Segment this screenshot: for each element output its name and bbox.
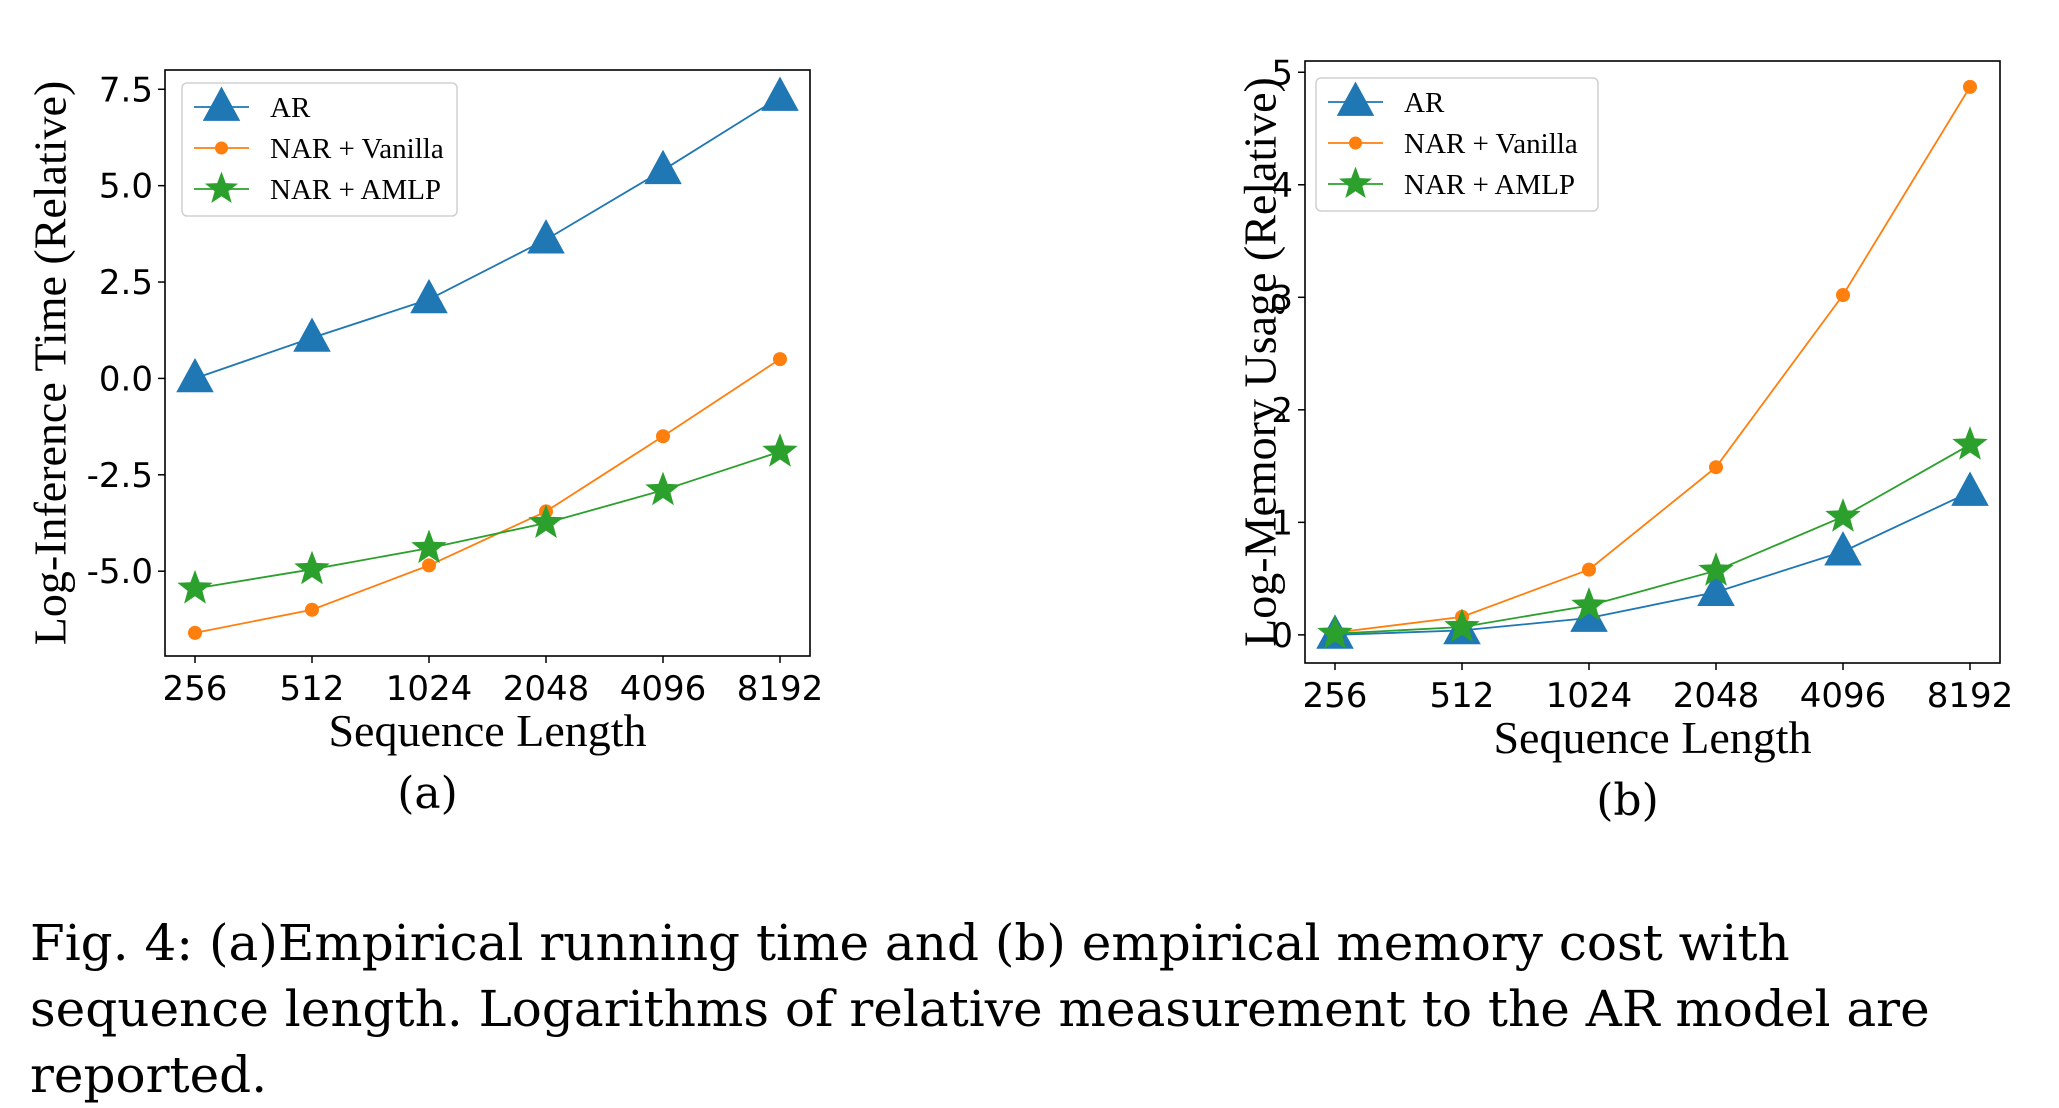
legend-box <box>1315 77 1599 212</box>
data-point-nar-amlp <box>411 529 447 564</box>
x-tick-label: 2048 <box>1673 676 1760 716</box>
x-tick-label: 8192 <box>1927 676 2014 716</box>
legend-box <box>181 82 458 217</box>
plot-frame <box>1304 60 2001 664</box>
data-point-nar-vanilla <box>655 429 671 444</box>
x-tick-label: 1024 <box>386 669 473 709</box>
figure-caption: Fig. 4: (a)Empirical running time and (b… <box>30 914 1930 1104</box>
x-tick-label: 512 <box>1430 676 1495 716</box>
data-point-ar <box>293 317 331 352</box>
subfigure-label: (a) <box>397 768 458 819</box>
series-nar-amlp <box>1317 426 1988 649</box>
y-tick-label: 5 <box>1271 53 1293 93</box>
x-tick-label: 256 <box>163 669 228 709</box>
data-point-ar <box>644 149 682 185</box>
subfigure-label: (b) <box>1596 775 1659 826</box>
series-line-ar <box>194 96 781 380</box>
x-tick-label: 512 <box>280 669 345 709</box>
y-tick-label: 4 <box>1271 166 1293 206</box>
data-point-nar-vanilla <box>1835 288 1851 303</box>
legend-label: AR <box>270 92 311 124</box>
data-point-nar-vanilla <box>304 602 320 617</box>
data-point-nar-vanilla <box>421 558 437 573</box>
y-tick-label: 0.0 <box>99 359 153 399</box>
data-point-nar-amlp <box>762 433 798 467</box>
legend-marker-nar-vanilla <box>215 141 228 155</box>
legend-label: AR <box>1404 87 1445 119</box>
data-point-nar-amlp <box>177 569 213 604</box>
x-tick-label: 4096 <box>620 669 707 709</box>
x-tick-label: 2048 <box>503 669 590 709</box>
data-point-nar-amlp <box>1825 498 1861 532</box>
series-line-ar <box>1334 491 1971 636</box>
x-tick-label: 4096 <box>1800 676 1887 716</box>
legend-marker-nar-vanilla <box>1349 136 1362 150</box>
x-axis-label: Sequence Length <box>328 705 646 756</box>
chart-a: 256 512 1024 2048 4096 8192 -5.0 -2.5 0.0 2.5 5.0 7… <box>25 69 824 819</box>
y-tick-label: 2.5 <box>99 263 153 303</box>
legend-label: NAR + AMLP <box>1404 169 1575 201</box>
plot-frame <box>164 69 811 657</box>
data-point-nar-amlp <box>1952 426 1988 460</box>
y-tick-label: -2.5 <box>87 456 153 496</box>
data-point-nar-vanilla <box>187 625 203 640</box>
data-point-ar <box>1570 597 1608 632</box>
legend: AR NAR + Vanilla NAR + AMLP <box>181 82 458 217</box>
x-tick-label: 8192 <box>737 669 824 709</box>
series-nar-amlp <box>177 433 798 604</box>
series-line-nar-amlp <box>194 450 781 590</box>
legend-label: NAR + AMLP <box>270 174 441 206</box>
x-tick-label: 1024 <box>1546 676 1633 716</box>
legend-marker-ar <box>202 86 241 121</box>
y-tick-label: -5.0 <box>87 552 153 592</box>
data-point-ar <box>1951 471 1989 506</box>
y-tick-label: 1 <box>1271 503 1293 543</box>
data-point-ar <box>176 357 214 393</box>
data-point-nar-amlp <box>645 471 681 506</box>
data-point-ar <box>1697 571 1735 606</box>
legend-marker-ar <box>1336 81 1375 116</box>
series-line-nar-vanilla <box>1334 86 1971 634</box>
y-axis-label: Log-Inference Time (Relative) <box>25 81 76 646</box>
legend-marker-nar-amlp <box>205 171 238 203</box>
y-tick-label: 3 <box>1271 278 1293 318</box>
data-point-nar-amlp <box>528 504 564 538</box>
y-axis-label: Log-Memory Usage (Relative) <box>1235 77 1286 647</box>
data-point-ar <box>527 219 565 254</box>
data-point-nar-amlp <box>1571 587 1607 621</box>
data-point-nar-vanilla <box>1962 79 1978 94</box>
series-nar-vanilla <box>187 352 788 640</box>
data-point-nar-vanilla <box>1581 562 1597 577</box>
data-point-ar <box>1824 531 1862 566</box>
series-ar <box>176 76 799 393</box>
legend-label: NAR + Vanilla <box>1404 128 1578 160</box>
data-point-nar-amlp <box>294 550 330 585</box>
x-tick-label: 256 <box>1303 676 1368 716</box>
data-point-nar-amlp <box>1317 615 1353 649</box>
data-point-nar-amlp <box>1444 608 1480 642</box>
series-line-nar-vanilla <box>194 358 781 634</box>
chart-b: 256 512 1024 2048 4096 8192 0 1 2 3 4 5 Sequence Len… <box>1235 53 2014 826</box>
x-axis-label: Sequence Length <box>1493 712 1811 763</box>
y-tick-label: 5.0 <box>99 167 153 207</box>
legend: AR NAR + Vanilla NAR + AMLP <box>1315 77 1599 212</box>
y-tick-label: 2 <box>1271 391 1293 431</box>
data-point-nar-vanilla <box>1708 460 1724 475</box>
data-point-nar-vanilla <box>772 352 788 367</box>
legend-marker-nar-amlp <box>1339 166 1372 198</box>
series-line-nar-amlp <box>1334 443 1971 635</box>
y-tick-label: 7.5 <box>99 70 153 110</box>
data-point-ar <box>410 278 448 314</box>
legend-label: NAR + Vanilla <box>270 133 444 165</box>
data-point-ar <box>761 76 799 111</box>
y-tick-label: 0 <box>1271 616 1293 656</box>
figure: 256 512 1024 2048 4096 8192-5.0-2.50.02.55.07… <box>25 53 2014 826</box>
data-point-nar-amlp <box>1698 552 1734 586</box>
